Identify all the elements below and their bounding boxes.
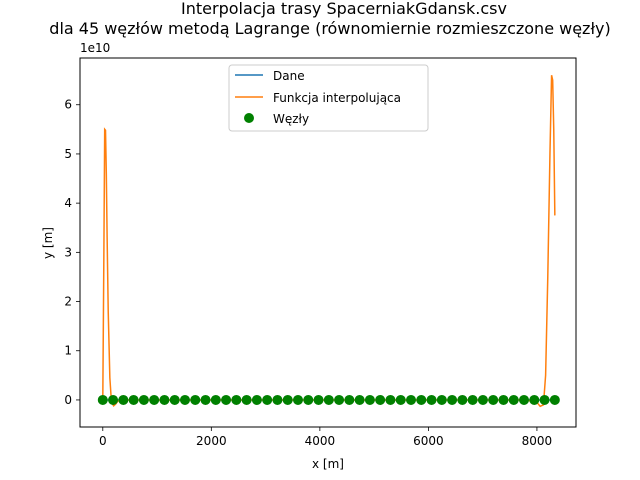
node-point	[529, 394, 540, 405]
legend-swatch-nodes	[244, 113, 254, 123]
node-point	[436, 394, 447, 405]
node-point	[323, 394, 334, 405]
chart-title-line1: Interpolacja trasy SpacerniakGdansk.csv	[181, 0, 507, 18]
y-tick-label: 0	[64, 393, 72, 407]
node-point	[375, 394, 386, 405]
node-point	[385, 394, 396, 405]
y-tick-label: 5	[64, 147, 72, 161]
node-point	[539, 394, 550, 405]
node-point	[519, 394, 530, 405]
y-tick-label: 3	[64, 245, 72, 259]
node-point	[169, 394, 180, 405]
y-offset-text: 1e10	[80, 41, 110, 55]
node-point	[426, 394, 437, 405]
node-point	[282, 394, 293, 405]
node-point	[344, 394, 355, 405]
legend-label-nodes: Węzły	[273, 112, 309, 126]
x-axis-label: x [m]	[312, 457, 344, 471]
node-point	[354, 394, 365, 405]
x-tick-label: 6000	[413, 434, 444, 448]
x-tick-label: 8000	[522, 434, 553, 448]
node-point	[179, 394, 190, 405]
legend-label-interpolation: Funkcja interpolująca	[273, 91, 401, 105]
y-tick-label: 4	[64, 196, 72, 210]
node-point	[334, 394, 345, 405]
x-tick-label: 2000	[196, 434, 227, 448]
node-point	[251, 394, 262, 405]
y-tick-label: 2	[64, 295, 72, 309]
node-point	[447, 394, 458, 405]
node-point	[97, 394, 108, 405]
legend-label-data: Dane	[273, 69, 305, 83]
y-axis-label: y [m]	[41, 227, 55, 259]
plot-frame	[79, 57, 577, 428]
series-line-interpolation	[102, 75, 556, 408]
node-point	[549, 394, 560, 405]
node-point	[498, 394, 509, 405]
node-point	[262, 394, 273, 405]
x-tick-label: 4000	[305, 434, 336, 448]
legend: Dane Funkcja interpolująca Węzły	[228, 64, 429, 132]
node-point	[128, 394, 139, 405]
node-point	[159, 394, 170, 405]
node-point	[200, 394, 211, 405]
node-point	[406, 394, 416, 405]
node-point	[467, 394, 478, 405]
y-axis: 0 1 2 3 4 5 6	[64, 98, 80, 407]
node-point	[457, 394, 468, 405]
node-point	[272, 394, 283, 405]
node-point	[118, 394, 129, 405]
y-tick-label: 6	[64, 98, 72, 112]
node-point	[210, 394, 221, 405]
node-point	[108, 394, 119, 405]
node-point	[303, 394, 314, 405]
node-point	[477, 394, 488, 405]
legend-box	[228, 64, 429, 132]
node-point	[138, 394, 149, 405]
node-point	[292, 394, 303, 405]
node-point	[149, 394, 160, 405]
node-point	[364, 394, 375, 405]
chart-title-line2: dla 45 węzłów metodą Lagrange (równomier…	[49, 19, 610, 38]
node-point	[416, 394, 427, 405]
node-point	[395, 394, 406, 405]
x-tick-label: 0	[99, 434, 107, 448]
node-point	[231, 394, 242, 405]
node-point	[488, 394, 499, 405]
x-axis: 0 2000 4000 6000 8000	[99, 427, 552, 448]
y-tick-label: 1	[64, 344, 72, 358]
node-point	[221, 394, 232, 405]
node-point	[313, 394, 324, 405]
node-point	[190, 394, 201, 405]
node-point	[241, 394, 252, 405]
node-point	[508, 394, 519, 405]
